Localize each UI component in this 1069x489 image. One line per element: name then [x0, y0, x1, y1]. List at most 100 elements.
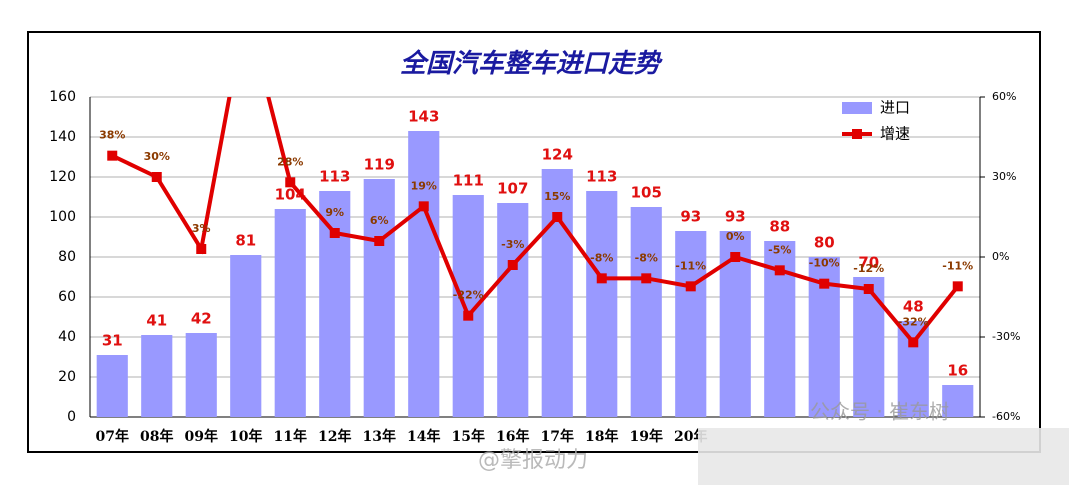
growth-value-label: 30%	[144, 150, 170, 163]
growth-value-label: 6%	[370, 214, 389, 227]
y-tick-label: 80	[58, 249, 76, 265]
y-tick-label: 40	[58, 329, 76, 345]
y2-tick-label: 60%	[992, 90, 1016, 103]
growth-marker	[908, 337, 919, 348]
growth-value-label: 3%	[192, 222, 211, 235]
growth-marker	[641, 273, 652, 284]
growth-marker	[952, 281, 963, 292]
x-tick-label: 12年	[318, 428, 351, 445]
growth-value-label: -3%	[501, 238, 524, 251]
bar-value-label: 107	[497, 180, 528, 198]
bar-value-label: 88	[769, 218, 790, 236]
bar	[319, 191, 351, 417]
y-tick-label: 140	[49, 129, 76, 145]
x-tick-label: 07年	[96, 428, 129, 445]
bar	[141, 335, 173, 417]
bar-value-label: 80	[814, 234, 835, 252]
bar-value-label: 119	[364, 156, 395, 174]
bar-value-label: 42	[191, 310, 212, 328]
bar	[274, 209, 306, 417]
bar-value-label: 16	[947, 362, 968, 380]
bar	[675, 231, 707, 417]
growth-value-label: -32%	[898, 315, 929, 328]
x-tick-label: 16年	[496, 428, 529, 445]
growth-marker	[552, 212, 563, 222]
growth-value-label: 19%	[411, 179, 437, 192]
bar-value-label: 48	[903, 298, 924, 316]
x-tick-label: 08年	[140, 428, 173, 445]
blur-overlay	[698, 428, 1069, 485]
growth-marker	[685, 281, 696, 292]
growth-value-label: 9%	[325, 206, 344, 219]
growth-value-label: 0%	[726, 230, 745, 243]
bar-value-label: 31	[102, 332, 123, 350]
bar-value-label: 93	[725, 208, 746, 226]
growth-value-label: -5%	[768, 243, 791, 256]
growth-marker	[463, 310, 474, 321]
bar-value-label: 113	[319, 168, 350, 186]
growth-marker	[730, 252, 741, 262]
line-group	[107, 97, 963, 348]
legend-marker	[852, 129, 862, 139]
growth-marker	[107, 150, 118, 161]
growth-marker	[151, 172, 162, 182]
growth-value-label: -8%	[590, 251, 613, 264]
y-tick-label: 160	[49, 89, 76, 105]
x-tick-label: 11年	[274, 428, 307, 445]
x-tick-label: 14年	[407, 428, 440, 445]
legend-label: 进口	[880, 99, 910, 117]
growth-marker	[329, 228, 340, 238]
growth-value-label: 28%	[277, 155, 303, 168]
y-tick-label: 100	[49, 209, 76, 225]
y-tick-label: 60	[58, 289, 76, 305]
bar-value-label: 111	[453, 172, 484, 190]
x-tick-label: 13年	[363, 428, 396, 445]
growth-value-label: -8%	[635, 251, 658, 264]
growth-value-label: -11%	[675, 259, 706, 272]
growth-line	[111, 97, 960, 346]
growth-value-label: 15%	[544, 190, 570, 203]
y2-tick-label: -30%	[992, 330, 1020, 343]
chart-title: 全国汽车整车进口走势	[400, 49, 663, 79]
growth-marker	[196, 244, 207, 254]
growth-marker	[596, 273, 607, 284]
bar	[897, 321, 929, 417]
x-tick-label: 18年	[585, 428, 618, 445]
x-tick-label: 10年	[229, 428, 262, 445]
growth-marker	[507, 260, 518, 270]
watermark: 公众号 · 崔东树	[810, 400, 949, 424]
bar-value-label: 93	[680, 208, 701, 226]
growth-value-label: -12%	[853, 262, 884, 275]
y-tick-label: 0	[67, 409, 76, 425]
growth-value-label: -11%	[942, 259, 973, 272]
x-tick-label: 19年	[630, 428, 663, 445]
bar-value-label: 70	[858, 254, 879, 272]
bar	[497, 203, 529, 417]
bar-value-label: 41	[146, 312, 167, 330]
bar	[630, 207, 662, 417]
x-tick-label: 15年	[452, 428, 485, 445]
bar	[408, 131, 440, 417]
bar	[230, 255, 262, 417]
y2-tick-label: -60%	[992, 410, 1020, 423]
growth-value-label: -10%	[809, 257, 840, 270]
y-tick-label: 20	[58, 369, 76, 385]
legend-label: 增速	[880, 125, 910, 143]
bar-value-label: 113	[586, 168, 617, 186]
bar	[853, 277, 885, 417]
x-tick-label: 09年	[185, 428, 218, 445]
y2-tick-label: 0%	[992, 250, 1009, 263]
bar	[185, 333, 217, 417]
growth-value-label: -22%	[453, 289, 484, 302]
bar-value-label: 143	[408, 108, 439, 126]
bar	[586, 191, 618, 417]
y2-tick-label: 30%	[992, 170, 1016, 183]
growth-marker	[374, 236, 385, 246]
bar	[942, 385, 974, 417]
bar-value-label: 105	[631, 184, 662, 202]
growth-marker	[418, 201, 429, 212]
legend-swatch	[842, 102, 872, 114]
growth-value-label: 38%	[99, 129, 125, 142]
growth-marker	[774, 265, 785, 276]
